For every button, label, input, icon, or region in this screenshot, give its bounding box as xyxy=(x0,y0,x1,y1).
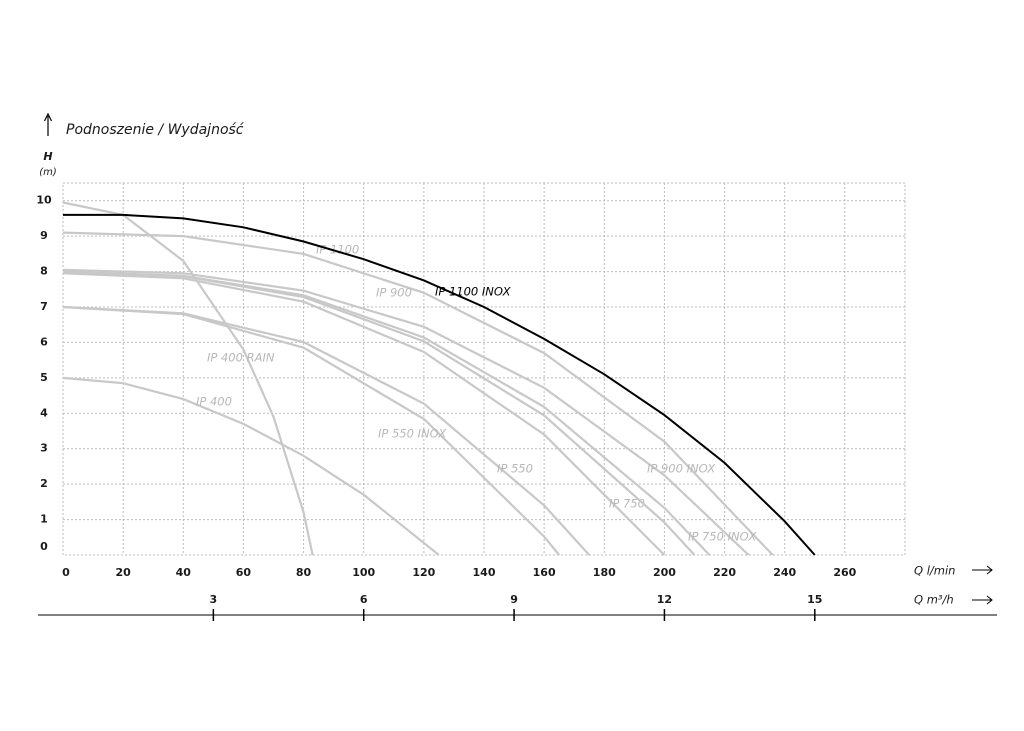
x2-tick-label: 15 xyxy=(807,593,822,606)
y-tick-label: 8 xyxy=(40,265,48,278)
x-tick-label: 180 xyxy=(593,566,616,579)
curve xyxy=(62,305,561,556)
x-tick-label: 60 xyxy=(236,566,252,579)
y-unit: (m) xyxy=(39,167,57,178)
y-tick-label: 4 xyxy=(40,406,48,419)
curve xyxy=(62,270,696,556)
y-tick-label: 2 xyxy=(40,477,48,490)
curve xyxy=(62,272,666,556)
x-tick-label: 220 xyxy=(713,566,736,579)
series-label: IP 1100 xyxy=(316,243,359,257)
x-tick-label: 200 xyxy=(653,566,676,579)
series-label: IP 400 RAIN xyxy=(207,351,275,365)
y-tick-label: 5 xyxy=(40,371,48,384)
chart-title: Podnoszenie / Wydajność xyxy=(66,122,245,138)
x-tick-label: 0 xyxy=(62,566,70,579)
x2-tick-label: 3 xyxy=(210,593,218,606)
x-tick-label: 160 xyxy=(533,566,556,579)
curve xyxy=(63,213,816,556)
arrow xyxy=(972,565,993,575)
y-tick-label: 10 xyxy=(36,194,52,207)
curve xyxy=(62,376,440,556)
series-label: IP 550 INOX xyxy=(378,427,447,441)
arrow-head xyxy=(43,112,53,122)
x-tick-label: 240 xyxy=(773,566,796,579)
curve xyxy=(62,305,591,556)
x2-tick-label: 6 xyxy=(360,593,368,606)
curve xyxy=(62,201,314,556)
y-tick-label: 0 xyxy=(40,540,48,553)
curve xyxy=(62,231,774,556)
y-tick-label: 1 xyxy=(40,513,48,526)
y-tick-label: 3 xyxy=(40,442,48,455)
series-label: IP 900 INOX xyxy=(647,462,716,476)
x-tick-label: 260 xyxy=(833,566,856,579)
x-tick-label: 100 xyxy=(352,566,375,579)
curve xyxy=(62,268,750,556)
x2-label: Q m³/h xyxy=(914,593,954,607)
series-label: IP 750 xyxy=(609,497,645,511)
y-tick-label: 6 xyxy=(40,335,48,348)
x-label: Q l/min xyxy=(914,564,955,578)
series-label: IP 1100 INOX xyxy=(435,285,512,299)
x2-tick-label: 12 xyxy=(657,593,672,606)
series-label: IP 900 xyxy=(376,286,412,300)
y-tick-label: 7 xyxy=(40,300,48,313)
x-tick-label: 120 xyxy=(412,566,435,579)
series-label: IP 750 INOX xyxy=(688,530,757,544)
arrow xyxy=(972,595,993,605)
x-tick-label: 20 xyxy=(115,566,131,579)
y-label: H xyxy=(43,150,52,163)
x-tick-label: 140 xyxy=(473,566,496,579)
y-tick-label: 9 xyxy=(40,229,48,242)
series-label: IP 550 xyxy=(497,462,533,476)
x-tick-label: 40 xyxy=(176,566,192,579)
x-tick-label: 80 xyxy=(296,566,312,579)
series-label: IP 400 xyxy=(196,395,232,409)
x2-tick-label: 9 xyxy=(510,593,518,606)
